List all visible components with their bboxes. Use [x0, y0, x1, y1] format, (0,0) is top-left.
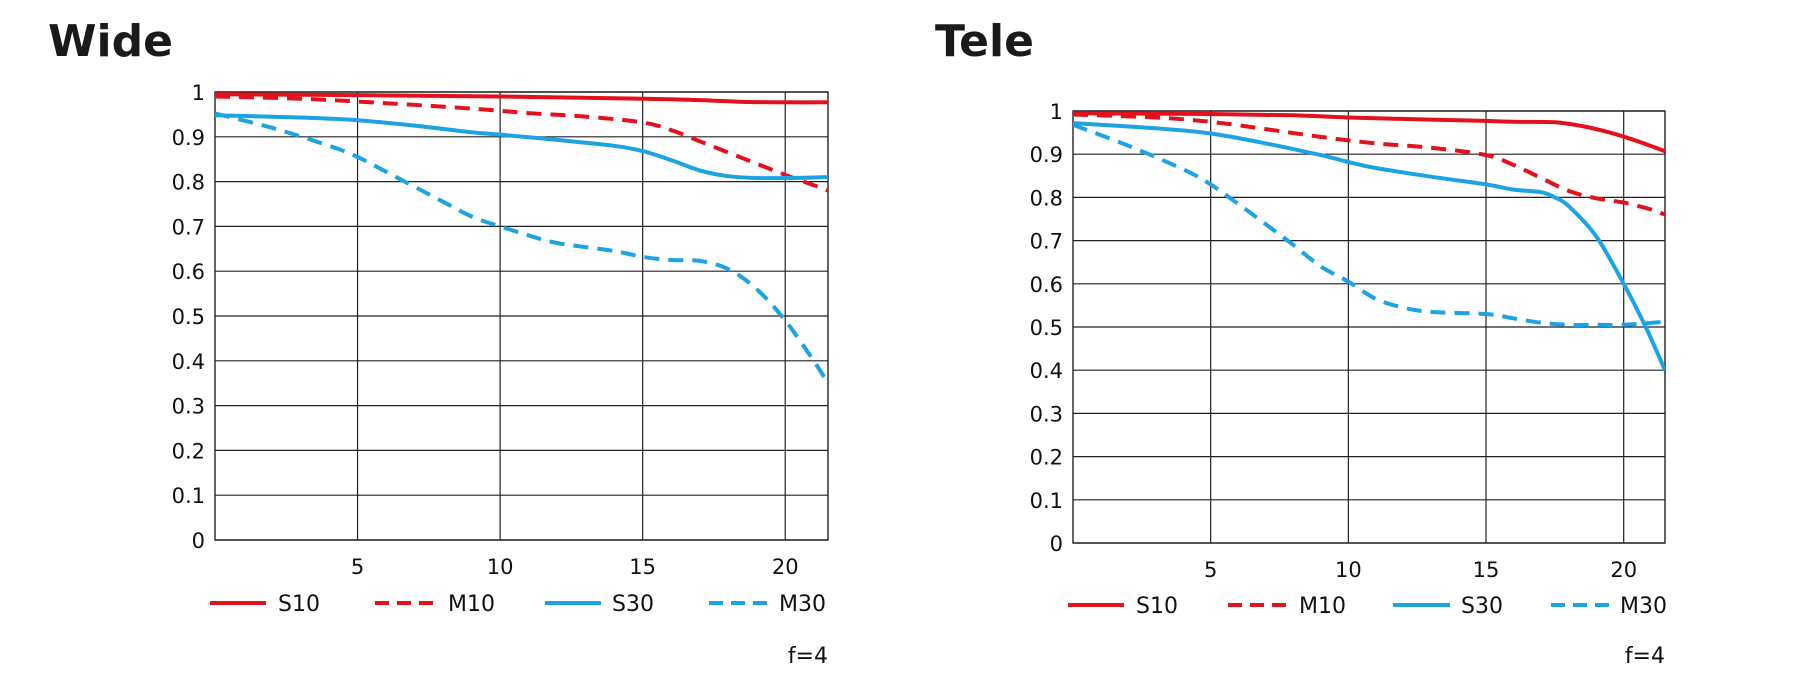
x-tick-label: 5 [1204, 558, 1217, 582]
series-line-s10 [1073, 111, 1665, 154]
x-tick-label: 15 [629, 555, 656, 579]
y-tick-label: 0.9 [172, 126, 205, 150]
y-tick-label: 0.1 [172, 484, 205, 508]
y-tick-label: 0.6 [1030, 273, 1063, 297]
series-line-m10 [1073, 112, 1665, 217]
x-tick-label: 20 [1610, 558, 1637, 582]
chart-title: Tele [935, 16, 1034, 67]
x-tick-label: 10 [1335, 558, 1362, 582]
x-tick-label: 5 [351, 555, 364, 579]
chart-title: Wide [48, 16, 173, 67]
legend-label: S10 [278, 592, 320, 617]
legend-label: M30 [779, 592, 826, 617]
x-tick-label: 20 [772, 555, 799, 579]
x-tick-label: 15 [1473, 558, 1500, 582]
aperture-note: f=4 [1625, 644, 1665, 669]
legend-label: S10 [1136, 594, 1178, 619]
y-tick-label: 0.8 [172, 171, 205, 195]
legend: S10 M10 S30 M30 [210, 592, 826, 617]
y-tick-label: 1 [1050, 100, 1063, 124]
legend-label: M10 [448, 592, 495, 617]
y-tick-label: 0 [1050, 532, 1063, 556]
y-tick-label: 0.3 [1030, 402, 1063, 426]
y-tick-label: 0.8 [1030, 186, 1063, 210]
x-tick-label: 10 [487, 555, 514, 579]
plot-frame [1072, 110, 1666, 544]
y-tick-label: 0.7 [1030, 230, 1063, 254]
legend-label: S30 [1461, 594, 1503, 619]
y-tick-label: 0.2 [172, 439, 205, 463]
y-tick-label: 0.3 [172, 395, 205, 419]
series-line-m30 [215, 111, 828, 385]
y-tick-label: 0.4 [172, 350, 205, 374]
legend-label: M10 [1299, 594, 1346, 619]
series-line-m10 [215, 94, 828, 193]
series-line-m30 [1073, 122, 1665, 328]
y-tick-label: 0.4 [1030, 359, 1063, 383]
series-line-s30 [215, 113, 828, 181]
y-tick-label: 0.5 [172, 305, 205, 329]
y-tick-label: 0.5 [1030, 316, 1063, 340]
legend-label: M30 [1620, 594, 1667, 619]
y-tick-label: 0.9 [1030, 143, 1063, 167]
plot-frame [214, 91, 829, 541]
y-tick-label: 0.6 [172, 260, 205, 284]
series-line-s30 [1073, 121, 1665, 372]
aperture-note: f=4 [788, 644, 828, 669]
y-tick-label: 0 [192, 529, 205, 553]
y-tick-label: 0.7 [172, 215, 205, 239]
y-tick-label: 1 [192, 81, 205, 105]
series-line-s10 [215, 92, 828, 105]
y-tick-label: 0.1 [1030, 489, 1063, 513]
y-tick-label: 0.2 [1030, 446, 1063, 470]
legend: S10 M10 S30 M30 [1068, 594, 1667, 619]
legend-label: S30 [612, 592, 654, 617]
